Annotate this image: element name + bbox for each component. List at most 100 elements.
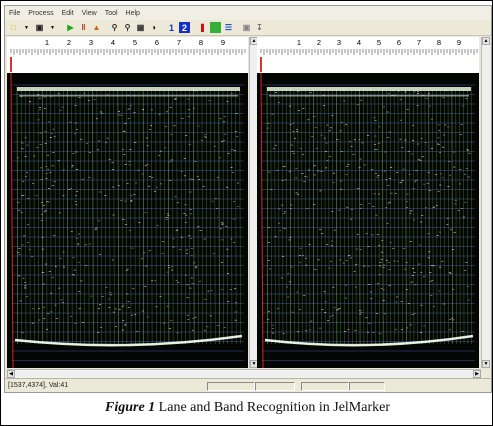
gel-edge-line [10, 73, 14, 368]
lane-line [301, 86, 303, 345]
lane-line [366, 86, 368, 345]
menu-help[interactable]: Help [125, 9, 140, 17]
lane-ruler-left: 1 2 3 4 5 6 7 8 9 [7, 37, 248, 74]
lane-line [339, 86, 342, 345]
lane-line [428, 86, 430, 345]
lane-line [105, 86, 107, 345]
top-band-secondary [19, 95, 238, 97]
figure-caption: Figure 1 Lane and Band Recognition in Je… [1, 400, 493, 416]
dropdown-icon[interactable]: ▼ [50, 24, 55, 31]
lane-line [286, 86, 288, 345]
menu-edit[interactable]: Edit [61, 9, 74, 17]
lane-number-label: 6 [154, 38, 160, 47]
gel-edge-line [260, 73, 264, 368]
gel-image-right[interactable] [257, 73, 479, 368]
lane-line [117, 86, 119, 345]
download-icon[interactable]: ↧ [256, 23, 263, 32]
list-icon[interactable]: ☰ [224, 23, 233, 32]
lane-detect-icon[interactable]: ‖ [81, 23, 86, 32]
lane-line [413, 86, 415, 345]
horizontal-scrollbar[interactable]: ◀ ▶ [7, 369, 481, 378]
lane-number-label: 8 [198, 38, 204, 47]
lane-line [25, 86, 27, 345]
lane-line [328, 86, 330, 345]
export-icon[interactable]: ▣ [242, 23, 251, 32]
status-field [349, 382, 385, 391]
lane-number-label: 4 [356, 38, 362, 47]
band-detect-icon[interactable]: ▲ [92, 23, 101, 32]
lane-line [455, 86, 457, 345]
lane-line [432, 86, 434, 345]
lane-line [63, 86, 65, 345]
lane-line [58, 86, 60, 345]
menu-file[interactable]: File [9, 9, 21, 17]
lane-number-label: 3 [88, 38, 94, 47]
lane-line [305, 86, 307, 345]
lane-line [470, 86, 472, 345]
lane-line [20, 86, 23, 345]
lane-line [390, 86, 392, 345]
gel-image-left[interactable] [7, 73, 248, 368]
vertical-scrollbar-right[interactable]: ▲ ▼ [481, 37, 490, 368]
green-block-icon[interactable] [210, 22, 221, 33]
scroll-right-icon[interactable]: ▶ [473, 370, 481, 378]
view-1-icon[interactable]: 1 [168, 22, 174, 33]
lane-line [239, 86, 241, 345]
menu-tool[interactable]: Tool [104, 9, 118, 17]
gel-background [7, 73, 248, 368]
lane-line [409, 86, 411, 345]
lane-line [312, 86, 315, 345]
scroll-left-icon[interactable]: ◀ [7, 370, 15, 378]
lane-line [189, 86, 191, 345]
view-2-icon[interactable]: 2 [179, 22, 190, 33]
lane-number-label: 6 [396, 38, 402, 47]
lane-line [193, 86, 195, 345]
lane-line [386, 86, 388, 345]
lane-line [41, 86, 44, 345]
ruler-marker [260, 57, 262, 72]
zoom-in-icon[interactable]: ⚲ [111, 23, 118, 32]
top-band [267, 87, 471, 91]
toolbar-separator [192, 22, 195, 33]
lane-number-label: 5 [132, 38, 138, 47]
lane-line [274, 86, 276, 345]
gel-panel-right[interactable]: 1 2 3 4 5 6 7 8 9 [257, 37, 479, 368]
lane-line [336, 86, 338, 345]
menu-process[interactable]: Process [28, 9, 54, 17]
lane-line [374, 86, 376, 345]
lane-line [210, 86, 212, 345]
dropdown-icon[interactable]: ▼ [24, 24, 29, 31]
menu-view[interactable]: View [81, 9, 97, 17]
lane-line [266, 86, 268, 345]
zoom-out-icon[interactable]: ⚲ [124, 23, 131, 32]
contrast-icon[interactable]: ◑ [151, 23, 156, 32]
lane-line [29, 86, 31, 345]
lane-line [293, 86, 295, 345]
gel-panel-left[interactable]: 1 2 3 4 5 6 7 8 9 [7, 37, 248, 368]
lane-line [393, 86, 395, 345]
lane-line [297, 86, 299, 345]
save-icon[interactable]: ▣ [35, 23, 44, 32]
play-icon[interactable]: ▶ [67, 23, 74, 32]
top-band [17, 87, 240, 91]
lane-line [467, 86, 469, 345]
ruler-ticks [10, 49, 246, 55]
lane-number-label: 2 [66, 38, 72, 47]
lane-number-label: 7 [176, 38, 182, 47]
lane-line [46, 86, 48, 345]
open-folder-icon[interactable]: □ [11, 23, 16, 32]
lane-line [463, 86, 465, 345]
status-bar: [1537,4374], Val:41 [5, 378, 491, 392]
lane-line [88, 86, 90, 345]
marker-icon[interactable]: ❚ [199, 23, 206, 32]
fit-icon[interactable]: ▦ [136, 23, 145, 32]
jelmarker-window: File Process Edit View Tool Help □ ▼ ▣ ▼… [4, 5, 492, 393]
lane-line [359, 86, 361, 345]
scroll-up-icon[interactable]: ▲ [482, 37, 490, 45]
lane-line [130, 86, 132, 345]
lane-line [343, 86, 345, 345]
bottom-band-marks [14, 335, 243, 346]
lane-number-label: 8 [436, 38, 442, 47]
scroll-down-icon[interactable]: ▼ [482, 360, 490, 368]
lane-line [405, 86, 407, 345]
